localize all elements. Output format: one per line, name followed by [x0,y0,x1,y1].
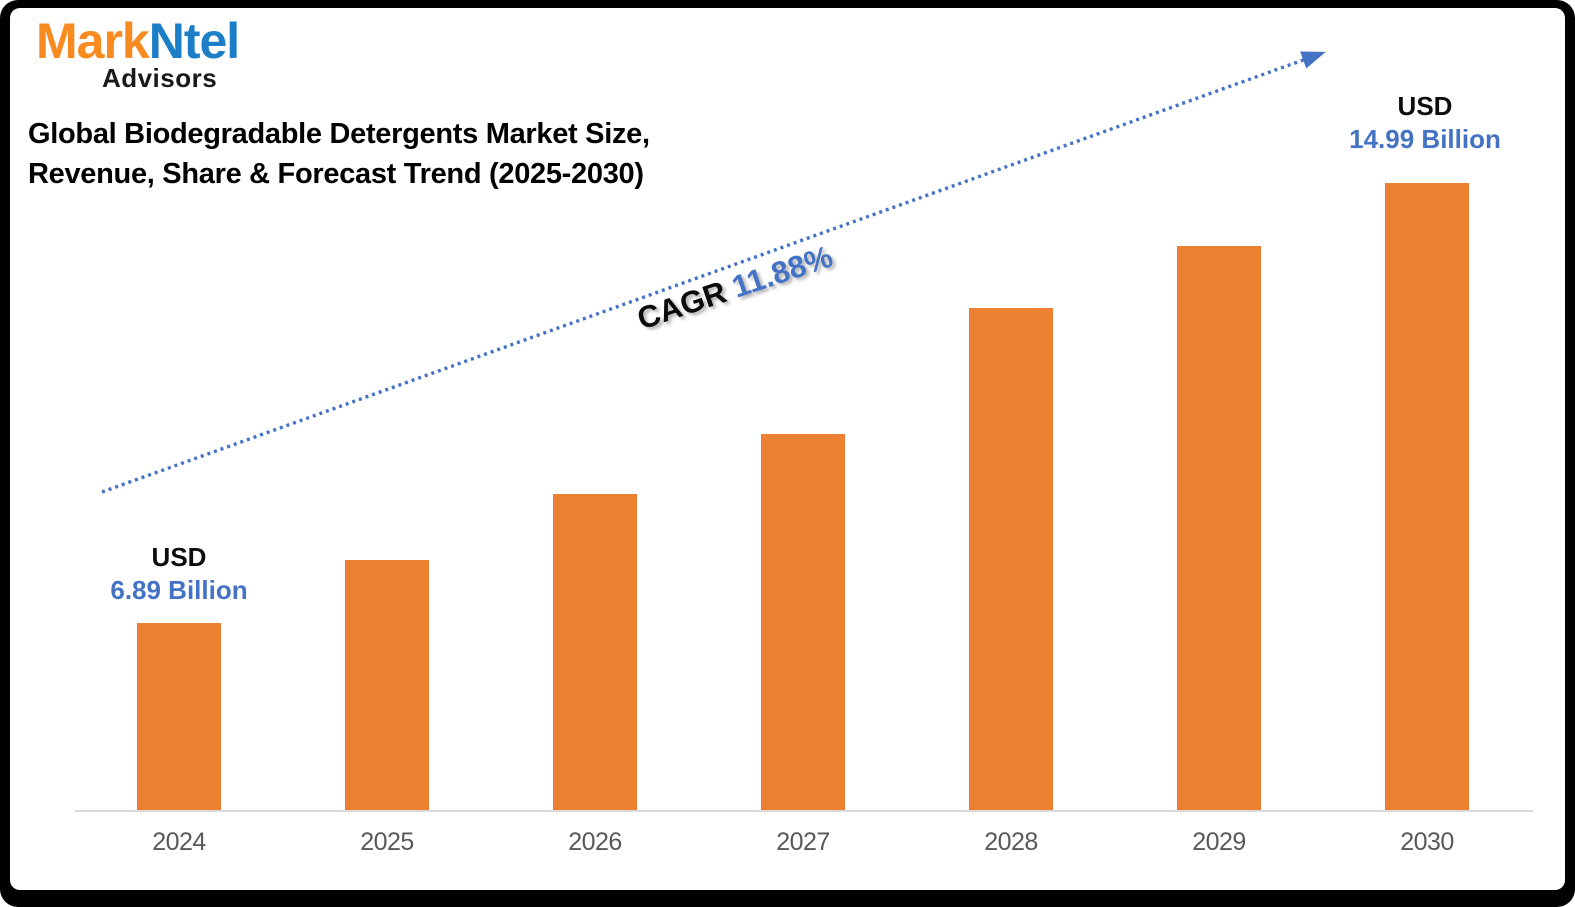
x-tick-label-2029: 2029 [1192,828,1246,856]
x-tick-label-2025: 2025 [360,828,414,856]
bar-2024 [137,623,221,811]
bar-2026 [553,494,637,811]
x-tick-label-2030: 2030 [1400,828,1454,856]
last-bar-value-label: USD 14.99 Billion [1315,90,1535,156]
bar-2025 [345,560,429,811]
first-bar-currency: USD [151,542,207,572]
logo-subtitle: Advisors [101,63,218,93]
bar-2030 [1385,183,1469,811]
bar-2028 [969,308,1053,811]
x-tick-label-2027: 2027 [776,828,830,856]
x-tick-label-2026: 2026 [568,828,622,856]
title-line-2: Revenue, Share & Forecast Trend (2025-20… [28,158,644,190]
title-line-1: Global Biodegradable Detergents Market S… [28,118,650,150]
last-bar-currency: USD [1397,91,1453,121]
plot-area [75,8,1533,811]
page-title: Global Biodegradable Detergents Market S… [28,114,650,194]
bar-2029 [1177,246,1261,811]
logo-part-ntel: Ntel [148,13,240,69]
bar-2027 [761,434,845,811]
x-tick-label-2028: 2028 [984,828,1038,856]
last-bar-amount: 14.99 Billion [1349,124,1501,154]
x-tick-label-2024: 2024 [152,828,206,856]
chart-canvas: MarkNtel Advisors Global Biodegradable D… [10,8,1565,890]
first-bar-value-label: USD 6.89 Billion [69,541,289,607]
logo-part-mark: Mark [36,13,150,69]
brand-logo: MarkNtel Advisors [36,13,240,94]
x-axis-line [75,810,1533,812]
logo-wordmark: MarkNtel [36,13,240,69]
first-bar-amount: 6.89 Billion [110,575,248,605]
